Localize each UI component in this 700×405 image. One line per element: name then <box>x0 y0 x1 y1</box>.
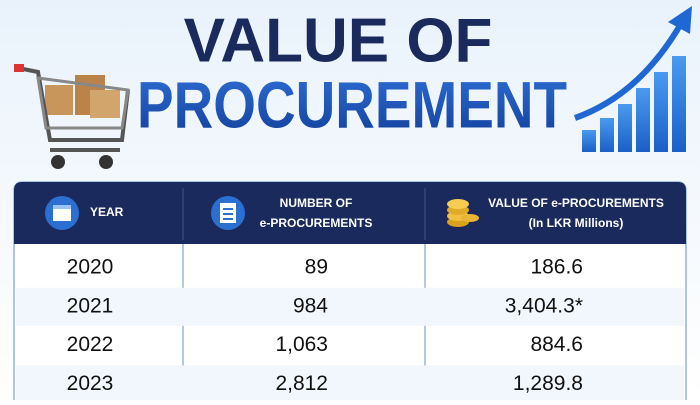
coins-icon <box>447 199 479 227</box>
column-header: NUMBER OF <box>280 196 353 210</box>
table-cell: 884.6 <box>530 333 583 356</box>
growth-illustration <box>573 6 692 152</box>
table-header <box>14 182 686 244</box>
column-header: YEAR <box>90 205 124 219</box>
table-cell: 2022 <box>67 333 114 356</box>
table-body: 2020 89 186.6 2021 984 3,404.3* 2022 1,063 884.6… <box>16 256 684 404</box>
table-cell: 2021 <box>67 294 114 317</box>
table-cell: 2020 <box>67 256 114 279</box>
calendar-icon <box>45 196 79 230</box>
table-cell: 1,289.8 <box>513 372 583 395</box>
table-cell: 1,063 <box>275 333 328 356</box>
table-cell: 2023 <box>67 372 114 395</box>
table-cell: 3,404.3* <box>505 294 583 317</box>
column-header: e-PROCUREMENTS <box>260 216 373 230</box>
clipboard-icon <box>211 196 245 230</box>
column-header: VALUE OF e-PROCUREMENTS <box>488 196 664 210</box>
table-cell: 89 <box>305 256 328 279</box>
row-band <box>16 365 684 404</box>
cart-illustration <box>14 64 130 169</box>
column-header: (In LKR Millions) <box>529 216 624 230</box>
table-cell: 2,812 <box>275 372 328 395</box>
row-band <box>16 287 684 326</box>
title-line: VALUE OF <box>184 6 493 75</box>
table-cell: 186.6 <box>530 256 583 279</box>
title-line: PROCUREMENT <box>137 67 567 141</box>
table-cell: 984 <box>293 294 328 317</box>
